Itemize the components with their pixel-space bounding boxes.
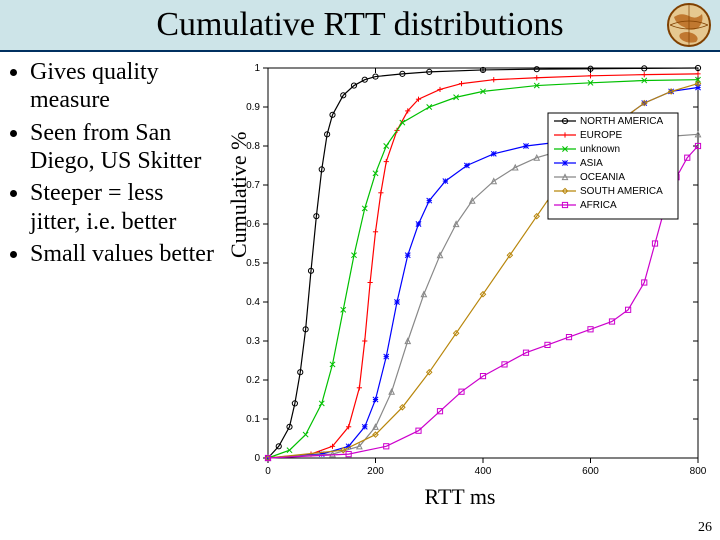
svg-text:0.9: 0.9 <box>246 102 260 113</box>
bullet-item: Steeper = less jitter, i.e. better <box>30 179 218 236</box>
page-number: 26 <box>698 520 712 536</box>
svg-text:800: 800 <box>690 466 707 477</box>
x-axis-label: RTT ms <box>424 484 495 510</box>
title-bar: Cumulative RTT distributions <box>0 0 720 52</box>
svg-text:1: 1 <box>254 63 260 74</box>
svg-text:0.5: 0.5 <box>246 258 260 269</box>
svg-text:SOUTH AMERICA: SOUTH AMERICA <box>580 186 663 197</box>
svg-text:0.3: 0.3 <box>246 336 260 347</box>
svg-text:0.4: 0.4 <box>246 297 260 308</box>
bullet-item: Small values better <box>30 240 218 268</box>
svg-text:unknown: unknown <box>580 144 620 155</box>
svg-text:200: 200 <box>367 466 384 477</box>
bullet-item: Seen from San Diego, US Skitter <box>30 119 218 176</box>
y-axis-label: Cumulative % <box>226 132 252 258</box>
page-title: Cumulative RTT distributions <box>156 6 563 44</box>
rtt-cdf-chart: 020040060080000.10.20.30.40.50.60.70.80.… <box>218 58 708 488</box>
svg-text:0.1: 0.1 <box>246 414 260 425</box>
svg-text:0.2: 0.2 <box>246 375 260 386</box>
svg-text:EUROPE: EUROPE <box>580 130 623 141</box>
svg-text:OCEANIA: OCEANIA <box>580 172 625 183</box>
svg-text:0: 0 <box>265 466 271 477</box>
globe-icon <box>666 2 712 48</box>
svg-text:400: 400 <box>475 466 492 477</box>
svg-text:AFRICA: AFRICA <box>580 200 617 211</box>
svg-text:NORTH AMERICA: NORTH AMERICA <box>580 116 663 127</box>
svg-text:ASIA: ASIA <box>580 158 603 169</box>
bullet-list: Gives quality measureSeen from San Diego… <box>8 58 218 488</box>
content-row: Gives quality measureSeen from San Diego… <box>0 52 720 488</box>
bullet-item: Gives quality measure <box>30 58 218 115</box>
svg-text:600: 600 <box>582 466 599 477</box>
chart-area: 020040060080000.10.20.30.40.50.60.70.80.… <box>218 58 712 488</box>
svg-text:0: 0 <box>254 453 260 464</box>
